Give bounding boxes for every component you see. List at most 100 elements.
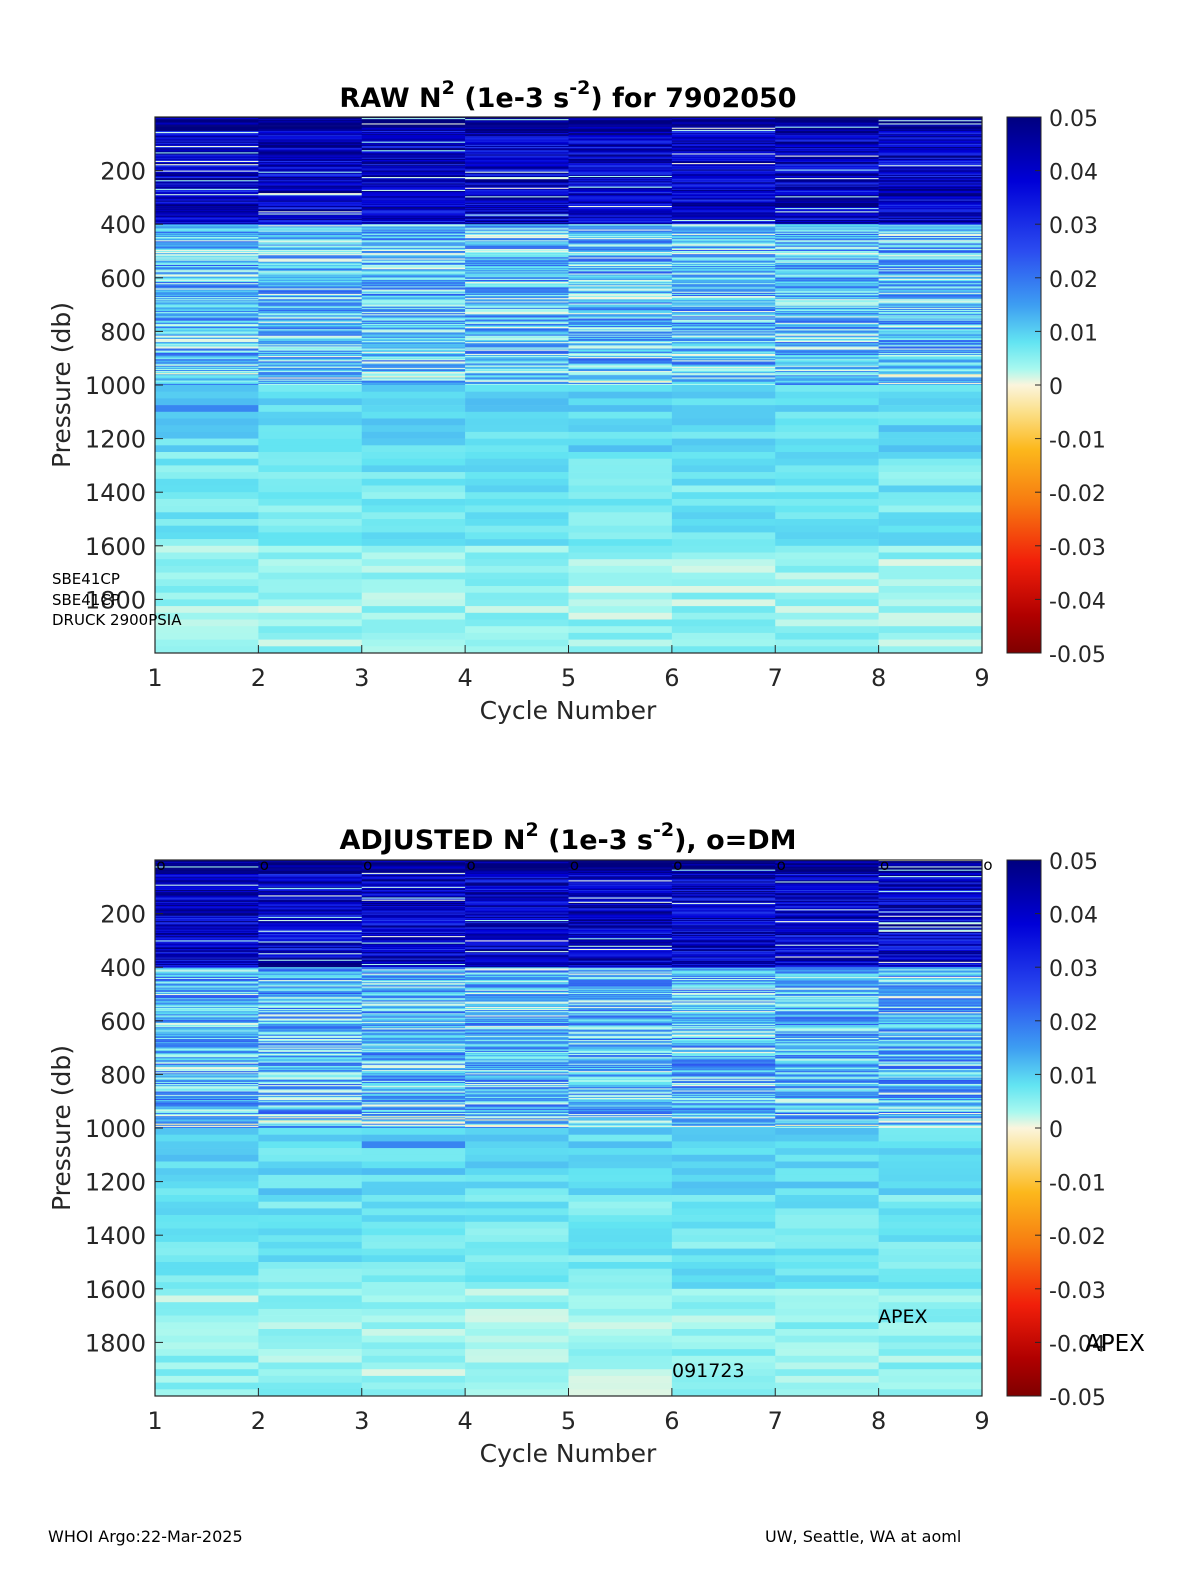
heatmap-cell [155, 1088, 259, 1090]
heatmap-cell [361, 472, 466, 480]
heatmap-cell [775, 939, 879, 941]
heatmap-cell [671, 335, 776, 338]
heatmap-cell [155, 559, 259, 567]
heatmap-cell [878, 1201, 983, 1209]
heatmap-cell [258, 958, 363, 960]
heatmap-cell [465, 1073, 569, 1075]
heatmap-cell [568, 187, 673, 190]
heatmap-cell [155, 1315, 259, 1323]
heatmap-cell [775, 908, 879, 910]
heatmap-cell [775, 245, 879, 248]
heatmap-cell [361, 347, 466, 349]
heatmap-cell [258, 257, 363, 259]
heatmap-cell [568, 1001, 673, 1003]
heatmap-cell [568, 1011, 673, 1013]
heatmap-cell [258, 606, 363, 614]
heatmap-cell [671, 267, 776, 269]
heatmap-cell [568, 1268, 673, 1276]
heatmap-cell [155, 217, 259, 220]
heatmap-cell [568, 539, 673, 547]
heatmap-cell [155, 1054, 259, 1056]
heatmap-cell [361, 1021, 466, 1024]
heatmap-cell [361, 870, 466, 873]
heatmap-cell [258, 378, 363, 380]
heatmap-cell [878, 184, 983, 186]
heatmap-cell [361, 153, 466, 155]
y-tick-label: 200 [100, 158, 146, 186]
heatmap-cell [878, 955, 983, 957]
heatmap-cell [258, 646, 363, 654]
heatmap-cell [465, 1067, 569, 1070]
heatmap-cell [568, 239, 673, 241]
heatmap-cell [568, 282, 673, 284]
heatmap-cell [465, 912, 569, 914]
heatmap-cell [878, 1015, 983, 1017]
heatmap-cell [361, 599, 466, 607]
heatmap-cell [258, 1033, 363, 1036]
heatmap-cell [465, 1056, 569, 1058]
heatmap-cell [568, 1094, 673, 1097]
heatmap-cell [465, 367, 569, 370]
heatmap-cell [671, 458, 776, 466]
heatmap-cell [878, 289, 983, 291]
heatmap-cell [775, 907, 879, 909]
heatmap-cell [465, 256, 569, 258]
heatmap-cell [568, 1123, 673, 1126]
heatmap-cell [155, 118, 259, 120]
heatmap-cell [878, 343, 983, 345]
heatmap-cell [258, 1125, 363, 1128]
heatmap-cell [361, 1011, 466, 1013]
heatmap-cell [465, 226, 569, 228]
heatmap-cell [465, 144, 569, 147]
heatmap-cell [878, 1005, 983, 1008]
heatmap-cell [465, 354, 569, 357]
heatmap-cell [671, 270, 776, 272]
heatmap-cell [361, 896, 466, 898]
heatmap-cell [568, 955, 673, 957]
heatmap-cell [465, 136, 569, 138]
heatmap-cell [155, 271, 259, 273]
heatmap-cell [671, 592, 776, 600]
heatmap-cell [361, 1055, 466, 1057]
heatmap-cell [258, 328, 363, 330]
heatmap-cell [155, 358, 259, 360]
heatmap-cell [671, 1315, 776, 1323]
heatmap-cell [361, 194, 466, 196]
heatmap-cell [155, 1255, 259, 1263]
y-tick-label: 1000 [85, 1115, 146, 1143]
heatmap-cell [878, 1003, 983, 1006]
heatmap-cell [465, 313, 569, 315]
heatmap-cell [465, 287, 569, 289]
heatmap-cell [258, 552, 363, 560]
heatmap-cell [878, 1027, 983, 1029]
heatmap-cell [361, 956, 466, 958]
heatmap-cell [671, 220, 776, 223]
heatmap-cell [671, 1120, 776, 1122]
heatmap-cell [361, 266, 466, 268]
heatmap-cell [361, 1102, 466, 1104]
heatmap-cell [568, 1021, 673, 1024]
colorbar-tick-label: 0 [1049, 375, 1063, 400]
heatmap-cell [671, 286, 776, 288]
heatmap-cell [465, 1288, 569, 1296]
heatmap-cell [465, 961, 569, 964]
heatmap-cell [155, 315, 259, 317]
heatmap-cell [878, 307, 983, 310]
heatmap-cell [258, 902, 363, 905]
heatmap-cell [568, 940, 673, 942]
heatmap-cell [465, 1013, 569, 1015]
heatmap-cell [465, 871, 569, 874]
heatmap-cell [361, 213, 466, 215]
heatmap-cell [568, 1013, 673, 1015]
heatmap-cell [258, 418, 363, 426]
heatmap-cell [258, 284, 363, 286]
heatmap-cell [878, 1087, 983, 1089]
heatmap-cell [465, 1045, 569, 1047]
heatmap-cell [775, 990, 879, 993]
heatmap-cell [671, 1282, 776, 1290]
heatmap-cell [671, 305, 776, 308]
heatmap-cell [775, 117, 879, 119]
heatmap-cell [671, 318, 776, 320]
heatmap-cell [258, 1081, 363, 1084]
heatmap-cell [775, 128, 879, 131]
